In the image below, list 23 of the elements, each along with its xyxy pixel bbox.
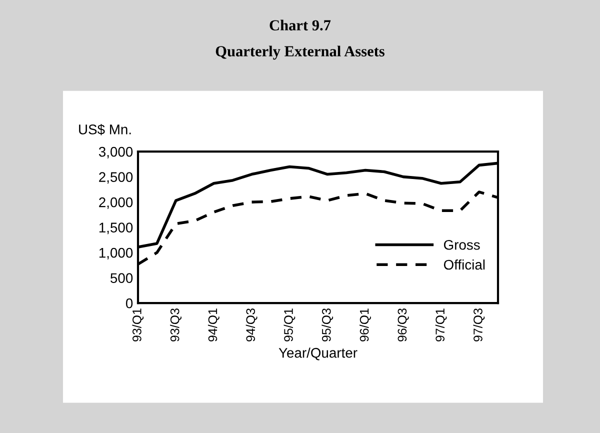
x-tick-label: 93/Q1 [132,308,144,342]
x-tick-label: 94/Q1 [208,308,220,342]
x-tick-label: 93/Q3 [170,308,182,342]
x-tick-label: 97/Q1 [435,308,447,342]
x-tick-label: 95/Q3 [322,308,334,342]
y-tick-label: 3,000 [98,146,133,158]
x-tick-label: 96/Q1 [360,308,371,342]
y-tick-label: 0 [126,298,133,308]
x-tick-label: 97/Q3 [473,308,485,342]
y-tick-label: 2,500 [99,172,133,184]
y-axis-title: US$ Mn. [79,124,131,136]
x-tick-label: 95/Q1 [284,308,296,342]
y-tick-label: 2,000 [99,197,133,209]
y-tick-label: 1,500 [99,222,133,234]
y-tick-label: 1,000 [99,248,133,260]
chart-subtitle: Quarterly External Assets [216,46,384,60]
x-axis-title: Year/Quarter [278,348,358,360]
y-tick-label: 500 [110,273,133,284]
x-tick-label: 94/Q3 [246,308,258,342]
legend-label: Gross [444,240,480,250]
chart-title: Chart 9.7 [270,20,331,31]
legend-label: Official [444,259,485,270]
x-tick-label: 96/Q3 [397,308,409,342]
